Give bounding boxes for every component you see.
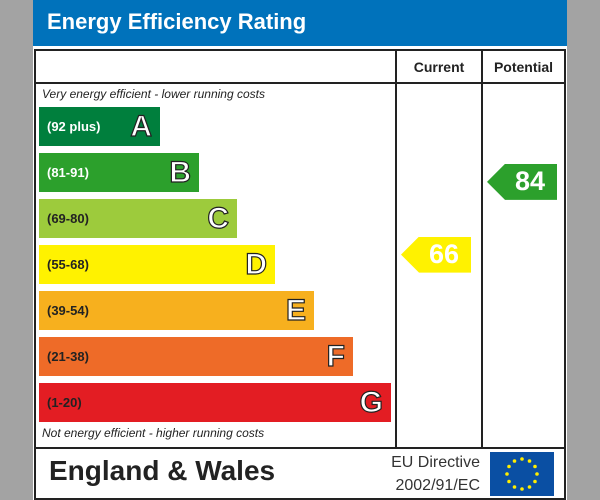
band-range: (1-20) [47, 395, 82, 410]
star-icon [505, 472, 509, 476]
band-range: (69-80) [47, 211, 89, 226]
band-e: (39-54) E [39, 291, 314, 330]
band-letter: E [285, 293, 306, 327]
column-header-potential: Potential [493, 59, 554, 75]
potential-rating-value: 84 [514, 166, 545, 197]
column-header-current: Current [413, 59, 465, 75]
epc-panel: Energy Efficiency Rating Current Potenti… [33, 0, 567, 500]
current-rating-arrow: 66 [401, 236, 471, 273]
current-rating-value: 66 [428, 239, 459, 270]
band-range: (92 plus) [47, 119, 101, 134]
star-icon [512, 485, 517, 489]
band-range: (21-38) [47, 349, 89, 364]
divider [395, 51, 397, 449]
bottom-note: Not energy efficient - higher running co… [42, 426, 265, 440]
band-range: (81-91) [47, 165, 89, 180]
band-letter: F [326, 339, 346, 373]
eu-directive: EU Directive 2002/91/EC [376, 451, 480, 497]
band-letter: G [359, 385, 384, 419]
star-icon [527, 485, 532, 489]
chart-title: Energy Efficiency Rating [33, 0, 567, 46]
band-range: (55-68) [47, 257, 89, 272]
star-icon [520, 487, 524, 491]
top-note: Very energy efficient - lower running co… [42, 87, 265, 101]
band-a: (92 plus) A [39, 107, 160, 146]
star-icon [507, 464, 511, 469]
divider [36, 82, 564, 84]
potential-rating-arrow: 84 [487, 163, 557, 200]
star-icon [533, 479, 537, 484]
eu-flag-icon [490, 452, 554, 496]
rating-table: Current Potential Very energy efficient … [34, 49, 566, 500]
band-b: (81-91) B [39, 153, 199, 192]
star-icon [527, 459, 532, 463]
divider [36, 447, 564, 449]
band-f: (21-38) F [39, 337, 353, 376]
band-letter: A [130, 109, 153, 143]
directive-line1: EU Directive [391, 454, 480, 471]
divider [481, 51, 483, 449]
band-d: (55-68) D [39, 245, 275, 284]
star-icon [535, 472, 539, 476]
star-icon [533, 464, 537, 469]
band-letter: C [207, 201, 230, 235]
band-c: (69-80) C [39, 199, 237, 238]
band-letter: D [245, 247, 268, 281]
footer-country: England & Wales [49, 455, 276, 486]
band-range: (39-54) [47, 303, 89, 318]
star-icon [520, 457, 524, 461]
band-g: (1-20) G [39, 383, 391, 422]
directive-line2: 2002/91/EC [395, 477, 480, 494]
band-letter: B [169, 155, 192, 189]
star-icon [512, 459, 517, 463]
star-icon [507, 479, 511, 484]
